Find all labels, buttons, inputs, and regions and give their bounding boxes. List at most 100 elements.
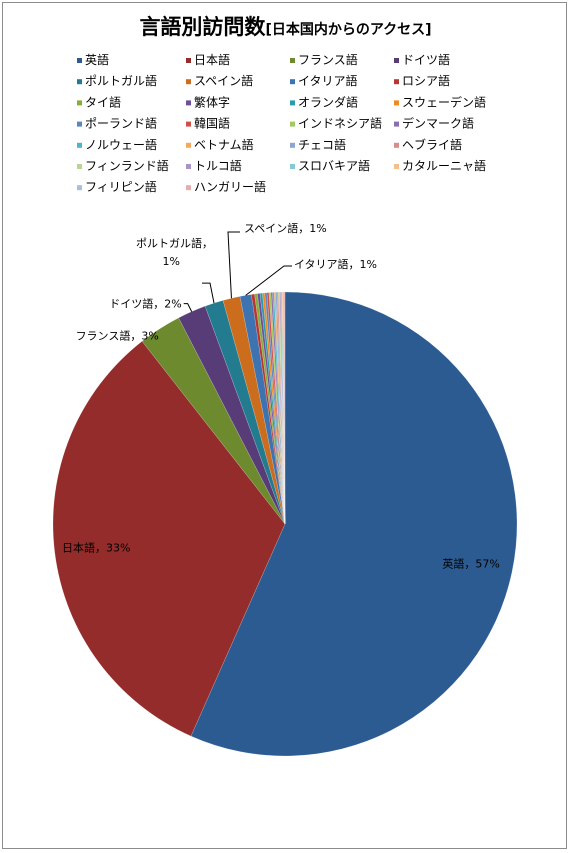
legend-item: ノルウェー語 [77, 137, 157, 152]
legend-swatch [290, 100, 295, 106]
legend-swatch [77, 142, 82, 148]
legend-item: ベトナム語 [186, 137, 254, 152]
leader-line [183, 303, 193, 312]
legend-label: ベトナム語 [194, 137, 254, 152]
pie-slice [283, 291, 286, 525]
pie-slice [270, 292, 286, 525]
leader-lines [183, 231, 292, 312]
legend-label: カタルーニャ語 [402, 158, 486, 173]
legend-swatch [186, 79, 191, 85]
pie-slice [251, 293, 286, 525]
legend-item: フランス語 [290, 52, 358, 67]
legend-item: ハンガリー語 [186, 179, 266, 194]
pie-slices [52, 291, 518, 757]
legend-swatch [394, 58, 399, 63]
data-label: フランス語，3% [76, 328, 159, 342]
legend-item: インドネシア語 [290, 116, 382, 131]
pie-slice [190, 291, 518, 757]
svg-text:言語別訪問数[日本国内からのアクセス]: 言語別訪問数[日本国内からのアクセス] [139, 15, 431, 39]
legend-swatch [77, 79, 82, 85]
legend-label: フィリピン語 [85, 179, 157, 194]
pie-slice [266, 292, 286, 525]
legend-item: ロシア語 [394, 73, 450, 88]
legend-label: チェコ語 [298, 137, 346, 152]
legend-swatch [77, 121, 82, 127]
legend-item: 繁体字 [186, 94, 230, 109]
legend-swatch [394, 79, 399, 85]
legend-swatch [186, 58, 191, 63]
legend-label: イタリア語 [298, 73, 358, 88]
legend-swatch [186, 142, 191, 148]
legend-swatch [290, 142, 295, 148]
legend-label: スロバキア語 [298, 158, 370, 173]
legend-label: ポルトガル語 [85, 73, 157, 88]
legend-item: 韓国語 [186, 116, 230, 131]
pie-slice [259, 292, 286, 525]
legend-label: インドネシア語 [298, 116, 382, 131]
legend-item: フィンランド語 [77, 158, 169, 173]
legend-label: タイ語 [85, 94, 121, 109]
pie-slice [262, 292, 286, 525]
legend-swatch [186, 100, 191, 106]
data-label: 日本語，33% [62, 540, 130, 554]
pie-slice [257, 293, 286, 525]
legend-item: スロバキア語 [290, 158, 370, 173]
legend-swatch [290, 164, 295, 169]
legend-label: フィンランド語 [85, 158, 169, 173]
data-label: スペイン語，1% [244, 221, 327, 235]
pie-slice [254, 293, 286, 525]
legend-label: ロシア語 [402, 73, 450, 88]
legend-item: タイ語 [77, 94, 121, 109]
legend-swatch [186, 164, 191, 169]
legend-item: トルコ語 [186, 158, 242, 173]
pie-slice [272, 291, 286, 525]
legend-item: フィリピン語 [77, 179, 157, 194]
legend-label: デンマーク語 [402, 116, 474, 131]
legend-item: ヘブライ語 [394, 137, 462, 152]
legend-item: スウェーデン語 [394, 94, 486, 109]
legend-label: スウェーデン語 [402, 94, 486, 109]
leader-line [227, 231, 240, 299]
legend-item: カタルーニャ語 [394, 158, 486, 173]
legend-swatch [394, 121, 399, 127]
legend-label: ドイツ語 [402, 52, 450, 67]
pie-slice [268, 292, 286, 525]
legend-label: ポーランド語 [85, 116, 157, 131]
legend-swatch [290, 58, 295, 63]
legend-label: オランダ語 [298, 94, 358, 109]
legend-swatch [186, 121, 191, 127]
legend-item: オランダ語 [290, 94, 358, 109]
legend-item: イタリア語 [290, 73, 358, 88]
legend-swatch [77, 58, 82, 63]
legend-label: 日本語 [194, 52, 230, 67]
legend-item: スペイン語 [186, 73, 253, 88]
legend-label: トルコ語 [194, 158, 242, 173]
legend-swatch [77, 164, 82, 169]
legend-item: ポルトガル語 [77, 73, 157, 88]
legend-label: 韓国語 [194, 116, 230, 131]
data-label: 英語，57% [442, 556, 499, 570]
legend-item: ポーランド語 [77, 116, 157, 131]
legend-item: 日本語 [186, 52, 230, 67]
legend-item: チェコ語 [290, 137, 346, 152]
data-label: ポルトガル語， 1% [136, 236, 213, 268]
pie-slice [264, 292, 286, 525]
pie-slice [280, 291, 286, 525]
legend-label: ハンガリー語 [194, 179, 266, 194]
data-labels: 英語，57% 日本語，33% フランス語，3% ドイツ語，2% ポルトガル語， 1% スペイ… [62, 221, 500, 570]
legend-swatch [77, 100, 82, 106]
legend-swatch [394, 164, 399, 169]
legend-label: フランス語 [298, 52, 358, 67]
pie-slice [279, 291, 286, 525]
legend-label: 繁体字 [194, 94, 230, 109]
pie-slice [278, 291, 286, 525]
legend-swatch [186, 185, 191, 191]
pie-slice [273, 291, 286, 525]
legend-label: ノルウェー語 [85, 137, 157, 152]
legend-swatch [290, 121, 295, 127]
pie-slice [282, 291, 286, 525]
legend-label: ヘブライ語 [402, 137, 462, 152]
leader-line [245, 265, 292, 296]
pie-slice [281, 291, 286, 525]
